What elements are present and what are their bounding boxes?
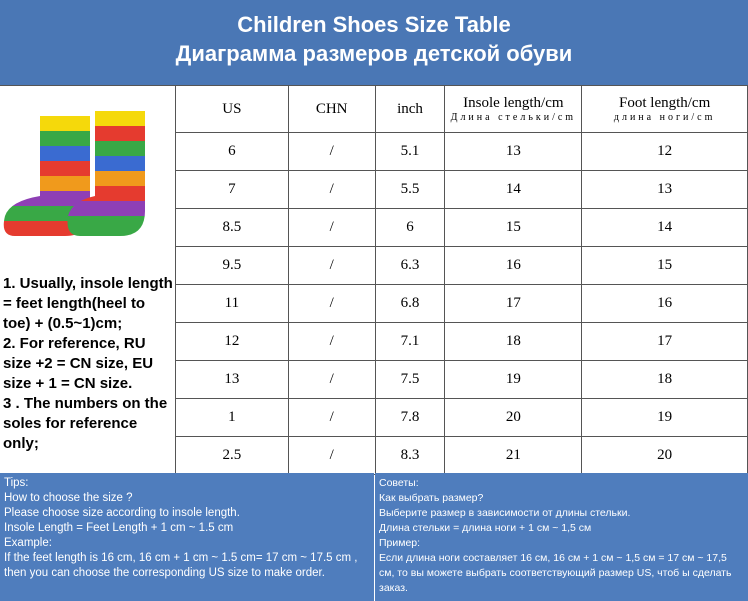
table-row: 12/7.1 18 17 xyxy=(175,322,748,361)
cell: 7.5 xyxy=(374,360,446,399)
boots-image xyxy=(3,111,145,236)
table-row: 8.5/6 15 14 xyxy=(175,208,748,247)
cell: / xyxy=(287,322,376,361)
tip-line: If the feet length is 16 cm, 16 cm + 1 c… xyxy=(4,552,358,579)
tips-ru: Советы: Как выбрать размер? Выберите разме… xyxy=(375,473,748,601)
cell: 5.5 xyxy=(374,170,446,209)
cell: 7.8 xyxy=(374,398,446,437)
tip-line: Insole Length = Feet Length + 1 cm ~ 1.5… xyxy=(4,522,234,534)
cell: 6 xyxy=(374,208,446,247)
table-row: 7/5.5 14 13 xyxy=(175,170,748,209)
table-row: 9.5/6.3 16 15 xyxy=(175,246,748,285)
cell: 5.1 xyxy=(374,132,446,171)
table-row: 6/5.1 13 12 xyxy=(175,132,748,171)
notes: 1. Usually, insole length = feet length(… xyxy=(3,274,175,454)
tip-line: Please choose size according to insole l… xyxy=(4,507,240,519)
cell: / xyxy=(287,284,376,323)
tip-line: Длина стельки = длина ноги + 1 см ~ 1,5 … xyxy=(379,522,592,534)
cell: 14 xyxy=(581,208,748,247)
tip-line: How to choose the size ? xyxy=(4,492,133,504)
cell: / xyxy=(287,360,376,399)
title: Children Shoes Size Table xyxy=(237,12,511,37)
table-row: 1/7.8 20 19 xyxy=(175,398,748,437)
cell: / xyxy=(287,132,376,171)
cell: 20 xyxy=(444,398,583,437)
cell: 18 xyxy=(581,360,748,399)
cell: 21 xyxy=(444,436,583,475)
cell: 6.8 xyxy=(374,284,446,323)
tip-line: Выберите размер в зависимости от длины с… xyxy=(379,507,631,519)
column-header: inch xyxy=(374,85,446,133)
tip-line: Советы: xyxy=(379,477,419,489)
tip-line: Tips: xyxy=(4,477,29,489)
table-row: 2.5/8.3 21 20 xyxy=(175,436,748,475)
cell: 1 xyxy=(175,398,289,437)
cell: 19 xyxy=(444,360,583,399)
cell: / xyxy=(287,246,376,285)
header-row: US CHN inch Insole length/cm Длина стельки/c… xyxy=(175,85,748,133)
cell: 16 xyxy=(581,284,748,323)
cell: 8.5 xyxy=(175,208,289,247)
cell: 7 xyxy=(175,170,289,209)
tip-line: Как выбрать размер? xyxy=(379,492,484,504)
table-row: 13/7.5 19 18 xyxy=(175,360,748,399)
column-header: CHN xyxy=(287,85,376,133)
left-panel: 1. Usually, insole length = feet length(… xyxy=(0,85,175,474)
note: 3 . The numbers on the soles for referen… xyxy=(3,395,168,452)
cell: / xyxy=(287,398,376,437)
note: 2. For reference, RU size +2 = CN size, … xyxy=(3,335,154,392)
cell: 13 xyxy=(175,360,289,399)
cell: 17 xyxy=(444,284,583,323)
cell: 19 xyxy=(581,398,748,437)
cell: 13 xyxy=(444,132,583,171)
cell: 12 xyxy=(581,132,748,171)
cell: 16 xyxy=(444,246,583,285)
cell: 9.5 xyxy=(175,246,289,285)
cell: 15 xyxy=(581,246,748,285)
tip-line: Example: xyxy=(4,537,52,549)
column-header-en: Insole length/cm xyxy=(463,94,564,111)
header: Children Shoes Size Table Диаграмма разм… xyxy=(0,0,748,85)
cell: 7.1 xyxy=(374,322,446,361)
column-header-ru: длина ноги/cm xyxy=(613,111,716,123)
cell: 11 xyxy=(175,284,289,323)
cell: 14 xyxy=(444,170,583,209)
tip-line: Если длина ноги составляет 16 см, 16 см … xyxy=(379,552,732,594)
cell: 6 xyxy=(175,132,289,171)
cell: 6.3 xyxy=(374,246,446,285)
cell: / xyxy=(287,436,376,475)
tip-line: Пример: xyxy=(379,537,421,549)
column-header-ru: Длина стельки/cm xyxy=(450,111,577,123)
cell: / xyxy=(287,170,376,209)
cell: 18 xyxy=(444,322,583,361)
size-table: US CHN inch Insole length/cm Длина стельки/c… xyxy=(175,85,748,475)
table-row: 11/6.8 17 16 xyxy=(175,284,748,323)
tips-en: Tips: How to choose the size ? Please choo… xyxy=(0,473,374,601)
cell: 15 xyxy=(444,208,583,247)
column-header: US xyxy=(175,85,289,133)
cell: 20 xyxy=(581,436,748,475)
column-header: Foot length/cm длина ноги/cm xyxy=(581,85,748,133)
column-header-en: Foot length/cm xyxy=(619,94,711,111)
cell: 13 xyxy=(581,170,748,209)
cell: / xyxy=(287,208,376,247)
cell: 2.5 xyxy=(175,436,289,475)
note: 1. Usually, insole length = feet length(… xyxy=(3,275,173,332)
cell: 8.3 xyxy=(374,436,446,475)
column-header: Insole length/cm Длина стельки/cm xyxy=(444,85,583,133)
subtitle: Диаграмма размеров детской обуви xyxy=(175,41,573,66)
cell: 12 xyxy=(175,322,289,361)
cell: 17 xyxy=(581,322,748,361)
